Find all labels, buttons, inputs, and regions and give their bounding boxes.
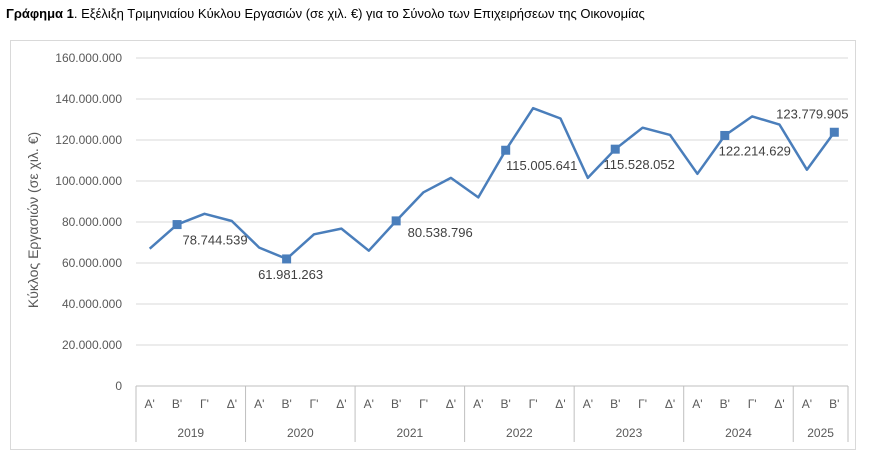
year-label: 2024: [725, 426, 752, 440]
year-label: 2021: [396, 426, 423, 440]
x-tick-label: Β': [610, 397, 620, 411]
chart-title-bold: Γράφημα 1: [6, 6, 74, 21]
x-tick-label: Γ': [748, 397, 757, 411]
chart-title: Γράφημα 1. Εξέλιξη Τριμηνιαίου Κύκλου Ερ…: [6, 6, 645, 21]
data-label: 61.981.263: [258, 267, 323, 282]
data-label: 78.744.539: [183, 233, 248, 248]
turnover-series-line: [148, 106, 836, 261]
x-tick-label: Β': [172, 397, 182, 411]
x-tick-label: Γ': [529, 397, 538, 411]
x-tick-label: Δ': [555, 397, 565, 411]
x-tick-label: Δ': [227, 397, 237, 411]
data-label: 80.538.796: [408, 225, 473, 240]
y-tick-label: 40.000.000: [62, 297, 122, 311]
year-label: 2022: [506, 426, 533, 440]
x-tick-label: Δ': [774, 397, 784, 411]
data-marker: [501, 145, 511, 155]
chart-title-text: . Εξέλιξη Τριμηνιαίου Κύκλου Εργασιών (σ…: [73, 6, 645, 21]
x-tick-label: Α': [473, 397, 483, 411]
data-label: 115.005.641: [506, 158, 577, 173]
y-tick-label: 60.000.000: [62, 256, 122, 270]
x-tick-label: Δ': [446, 397, 456, 411]
data-marker: [282, 254, 292, 264]
x-tick-label: Β': [391, 397, 401, 411]
data-marker: [829, 127, 839, 137]
chart-frame: [10, 40, 856, 450]
x-tick-label: Γ': [638, 397, 647, 411]
x-tick-label: Α': [692, 397, 702, 411]
data-marker: [172, 220, 182, 230]
x-tick-label: Γ': [310, 397, 319, 411]
x-tick-label: Β': [829, 397, 839, 411]
y-tick-label: 20.000.000: [62, 338, 122, 352]
data-marker: [391, 216, 401, 226]
x-tick-label: Α': [802, 397, 812, 411]
x-tick-label: Β': [501, 397, 511, 411]
x-tick-label: Γ': [200, 397, 209, 411]
x-tick-label: Α': [145, 397, 155, 411]
x-tick-label: Β': [720, 397, 730, 411]
y-tick-label: 0: [115, 379, 122, 393]
data-marker: [720, 130, 730, 140]
year-label: 2020: [287, 426, 314, 440]
data-label: 123.779.905: [776, 106, 848, 121]
year-label: 2023: [616, 426, 643, 440]
x-tick-label: Β': [281, 397, 291, 411]
y-tick-label: 160.000.000: [55, 51, 122, 65]
x-tick-label: Δ': [336, 397, 346, 411]
x-tick-label: Α': [254, 397, 264, 411]
x-tick-label: Δ': [665, 397, 675, 411]
year-label: 2025: [807, 426, 834, 440]
y-tick-label: 140.000.000: [55, 92, 122, 106]
data-label: 115.528.052: [604, 157, 675, 172]
x-tick-label: Α': [364, 397, 374, 411]
x-tick-label: Α': [583, 397, 593, 411]
y-tick-label: 100.000.000: [55, 174, 122, 188]
year-label: 2019: [177, 426, 204, 440]
x-tick-label: Γ': [419, 397, 428, 411]
y-axis-label: Κύκλος Εργασιών (σε χιλ. €): [25, 132, 41, 308]
data-marker: [610, 144, 620, 154]
data-label: 122.214.629: [719, 143, 791, 158]
y-tick-label: 120.000.000: [55, 133, 122, 147]
y-tick-label: 80.000.000: [62, 215, 122, 229]
